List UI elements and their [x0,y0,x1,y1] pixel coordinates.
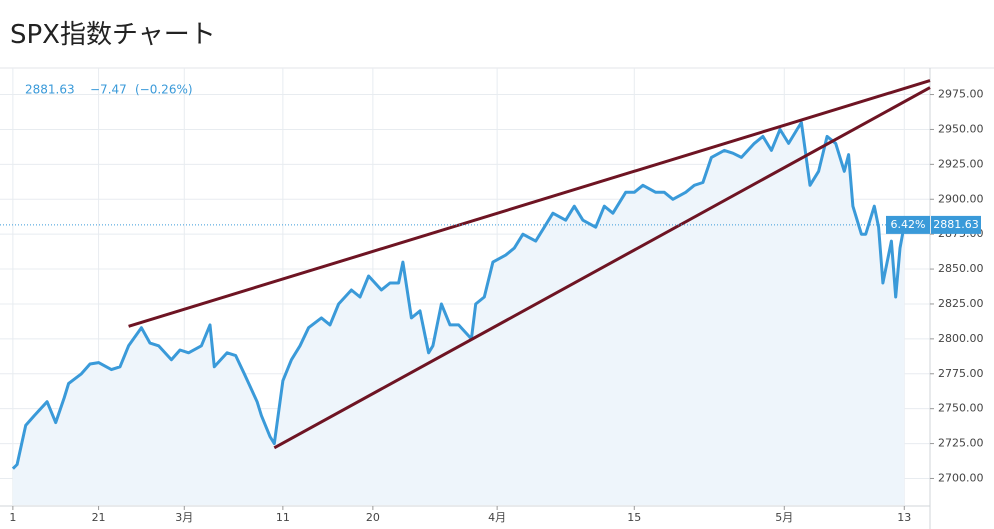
y-tick-label: 2900.00 [938,192,984,205]
trend-line [273,86,931,450]
y-tick-label: 2925.00 [938,157,984,170]
y-tick-label: 2700.00 [938,471,984,484]
y-tick-label: 2975.00 [938,88,984,101]
page-title: SPX指数チャート [10,20,216,50]
quote-change: −7.47 [90,83,127,97]
price-change-label: 6.42% [891,218,926,231]
x-tick-label: 1 [9,511,16,524]
x-tick-label: 4月 [488,511,506,524]
y-tick-label: 2800.00 [938,332,984,345]
y-tick-label: 2950.00 [938,122,984,135]
x-tick-label: 3月 [175,511,193,524]
price-change-badge [886,215,930,234]
x-tick-label: 15 [627,511,641,524]
x-tick-label: 5月 [775,511,793,524]
y-tick-label: 2850.00 [938,262,984,275]
y-tick-label: 2775.00 [938,367,984,380]
y-tick-label: 2825.00 [938,297,984,310]
quote-price: 2881.63 [25,83,75,97]
quote-change-pct: (−0.26%) [135,83,193,97]
area-fill [12,122,905,505]
x-tick-label: 21 [92,511,106,524]
price-label: 2881.63 [933,218,979,231]
y-tick-label: 2750.00 [938,402,984,415]
price-badge [931,215,981,234]
x-tick-label: 20 [366,511,380,524]
x-tick-label: 13 [897,511,911,524]
x-tick-label: 11 [276,511,290,524]
trend-line [128,79,931,328]
y-tick-label: 2725.00 [938,437,984,450]
